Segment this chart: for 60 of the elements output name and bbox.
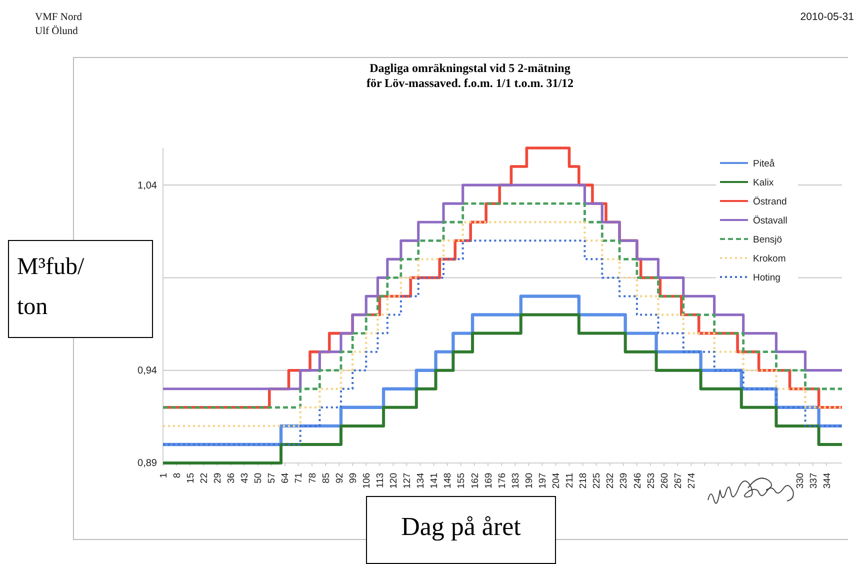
x-tick-label: 344 <box>822 472 833 489</box>
x-tick-label: 64 <box>280 472 292 484</box>
x-tick-label: 50 <box>253 472 264 484</box>
x-tick-label: 155 <box>456 472 468 489</box>
x-tick-label: 148 <box>442 472 454 489</box>
x-tick-label: 239 <box>618 472 630 489</box>
x-tick-label: 127 <box>402 472 414 489</box>
x-tick-label: 253 <box>646 472 657 489</box>
x-tick-label: 134 <box>416 472 427 489</box>
x-tick-label: 232 <box>605 472 616 489</box>
x-tick-label: 267 <box>672 472 684 489</box>
x-tick-label: 120 <box>388 472 400 489</box>
x-tick-label: 141 <box>429 472 440 489</box>
x-tick-label: 85 <box>320 472 332 484</box>
x-tick-label: 260 <box>659 472 670 489</box>
x-tick-label: 190 <box>524 472 535 489</box>
x-tick-label: 113 <box>374 472 386 488</box>
x-tick-label: 78 <box>307 472 318 484</box>
x-tick-label: 99 <box>348 472 359 484</box>
legend-label: Piteå <box>753 158 776 170</box>
x-tick-label: 176 <box>496 472 508 489</box>
x-tick-label: 197 <box>537 472 548 489</box>
x-tick-label: 22 <box>198 472 210 484</box>
x-tick-label: 211 <box>564 472 576 488</box>
text: Ulf Ölund <box>35 25 79 37</box>
legend-label: Östavall <box>753 216 788 226</box>
legend-label: Hoting <box>753 272 780 284</box>
text: 2010-05-31 <box>800 11 854 23</box>
chart-title: Dagliga omräkningstal vid 5 2-mätning <box>370 61 570 75</box>
y-tick-label: 1,04 <box>138 180 158 192</box>
legend-label: Kalix <box>753 178 774 188</box>
x-tick-label: 337 <box>808 472 820 489</box>
y-tick-label: 0,89 <box>138 458 158 470</box>
y-tick-label: 0,94 <box>138 366 158 377</box>
x-tick-label: 15 <box>185 472 196 484</box>
legend-label: Krokom <box>753 254 786 264</box>
legend-label: Bensjö <box>753 234 782 246</box>
x-tick-label: 1 <box>158 472 170 478</box>
x-tick-label: 92 <box>334 472 346 484</box>
chart-subtitle: för Löv-massaved. f.o.m. 1/1 t.o.m. 31/12 <box>366 76 574 90</box>
x-tick-label: 183 <box>510 472 522 489</box>
x-tick-label: 106 <box>361 472 372 489</box>
x-tick-label: 246 <box>632 472 644 489</box>
x-axis-title: Dag på året <box>401 512 521 541</box>
text: M³fub/ton <box>17 254 84 320</box>
text: VMF Nord <box>35 12 83 23</box>
x-tick-label: 71 <box>294 472 305 484</box>
x-tick-label: 274 <box>686 472 698 489</box>
x-tick-label: 43 <box>240 472 251 484</box>
x-tick-label: 29 <box>212 472 224 484</box>
legend-label: Östrand <box>753 196 787 208</box>
x-tick-label: 8 <box>172 472 183 478</box>
x-tick-label: 162 <box>470 472 481 489</box>
x-tick-label: 204 <box>551 472 562 489</box>
x-tick-label: 330 <box>794 472 806 489</box>
x-tick-label: 225 <box>592 472 603 489</box>
x-tick-label: 218 <box>578 472 590 489</box>
x-tick-label: 169 <box>483 472 494 489</box>
x-tick-label: 57 <box>266 472 278 484</box>
x-tick-label: 36 <box>226 472 238 484</box>
